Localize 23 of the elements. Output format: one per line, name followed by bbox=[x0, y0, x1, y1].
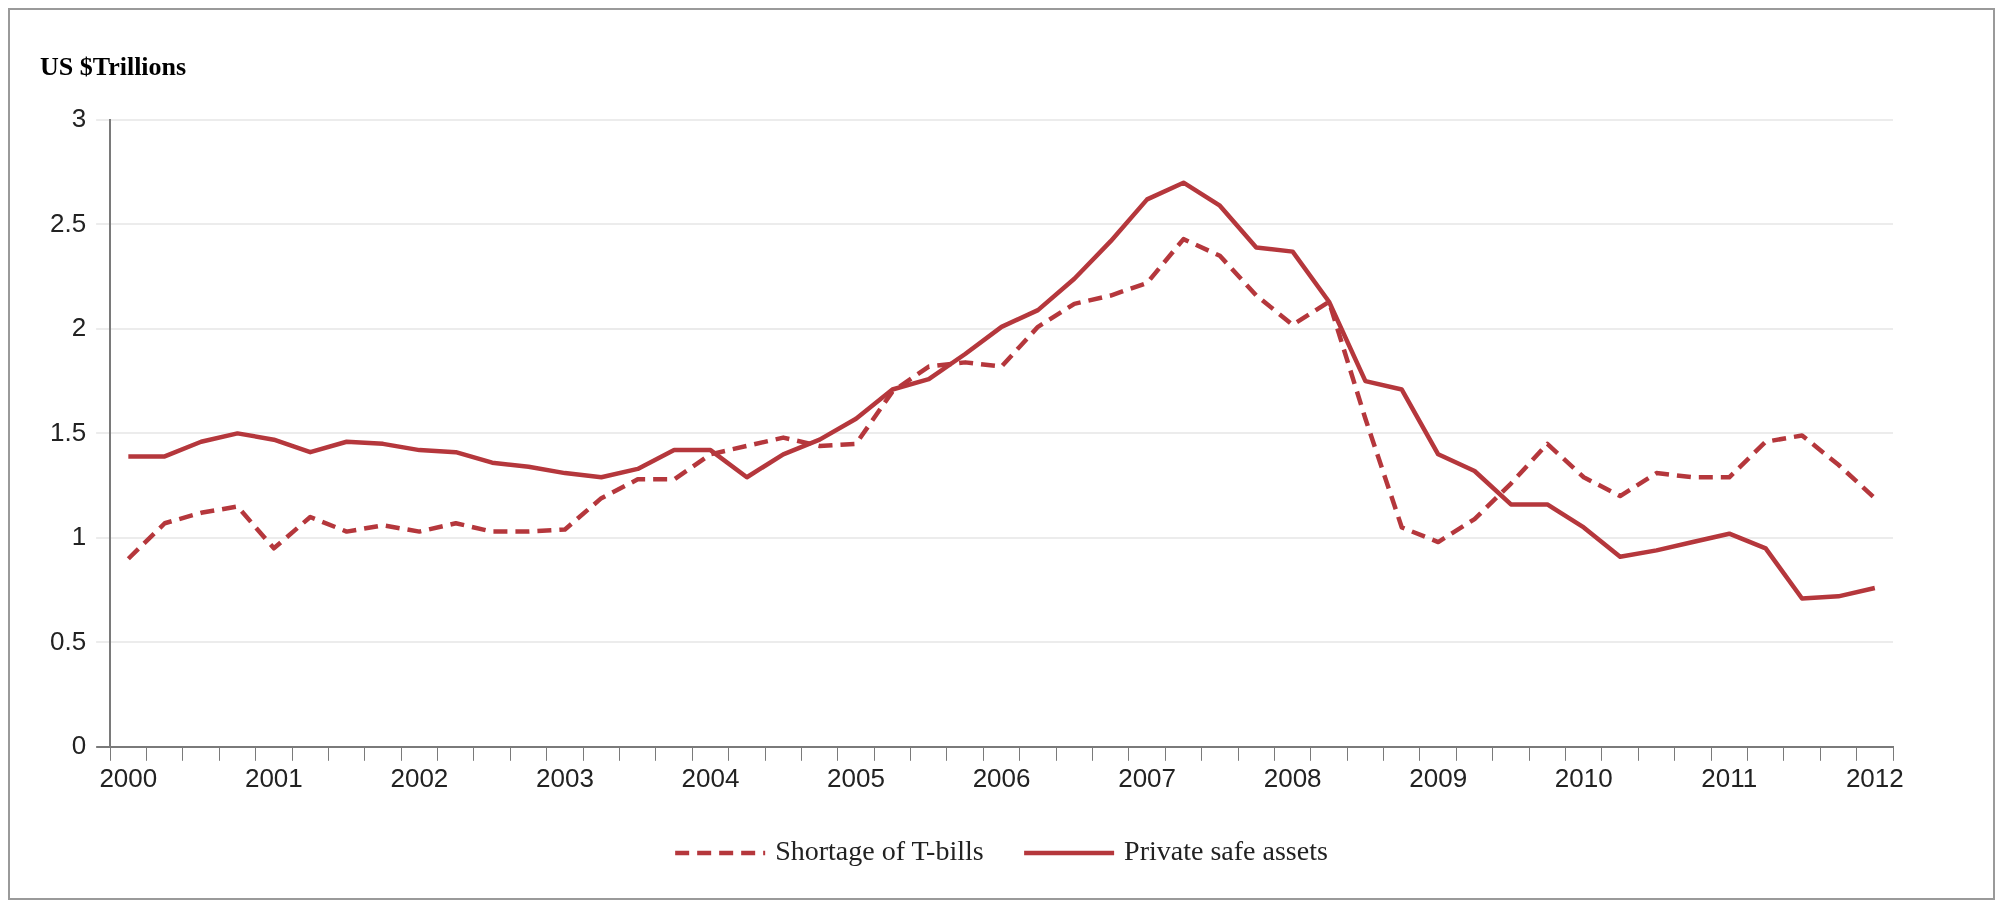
y-axis-title: US $Trillions bbox=[40, 51, 187, 81]
x-tick-label: 2001 bbox=[244, 762, 303, 793]
x-tick-label: 2002 bbox=[390, 762, 449, 793]
x-tick-label: 2003 bbox=[536, 762, 594, 793]
legend-label: Shortage of T-bills bbox=[775, 835, 984, 867]
y-tick-label: 2 bbox=[71, 312, 87, 343]
x-tick-label: 2009 bbox=[1409, 762, 1468, 793]
x-tick-label: 2008 bbox=[1263, 762, 1322, 793]
x-tick-label: 2011 bbox=[1701, 762, 1758, 793]
y-tick-label: 0.5 bbox=[49, 625, 87, 656]
y-tick-label: 1 bbox=[71, 521, 87, 552]
x-tick-label: 2000 bbox=[99, 762, 158, 793]
legend-label: Private safe assets bbox=[1124, 835, 1328, 867]
x-tick-label: 2005 bbox=[827, 762, 885, 793]
x-tick-label: 2007 bbox=[1118, 762, 1177, 793]
y-tick-label: 0 bbox=[71, 729, 87, 760]
y-tick-label: 2.5 bbox=[49, 207, 87, 238]
x-tick-label: 2006 bbox=[972, 762, 1031, 793]
y-tick-label: 3 bbox=[71, 103, 87, 134]
x-tick-label: 2012 bbox=[1845, 762, 1904, 793]
x-tick-label: 2010 bbox=[1554, 762, 1613, 793]
y-tick-label: 1.5 bbox=[49, 416, 87, 447]
x-tick-label: 2004 bbox=[681, 762, 740, 793]
